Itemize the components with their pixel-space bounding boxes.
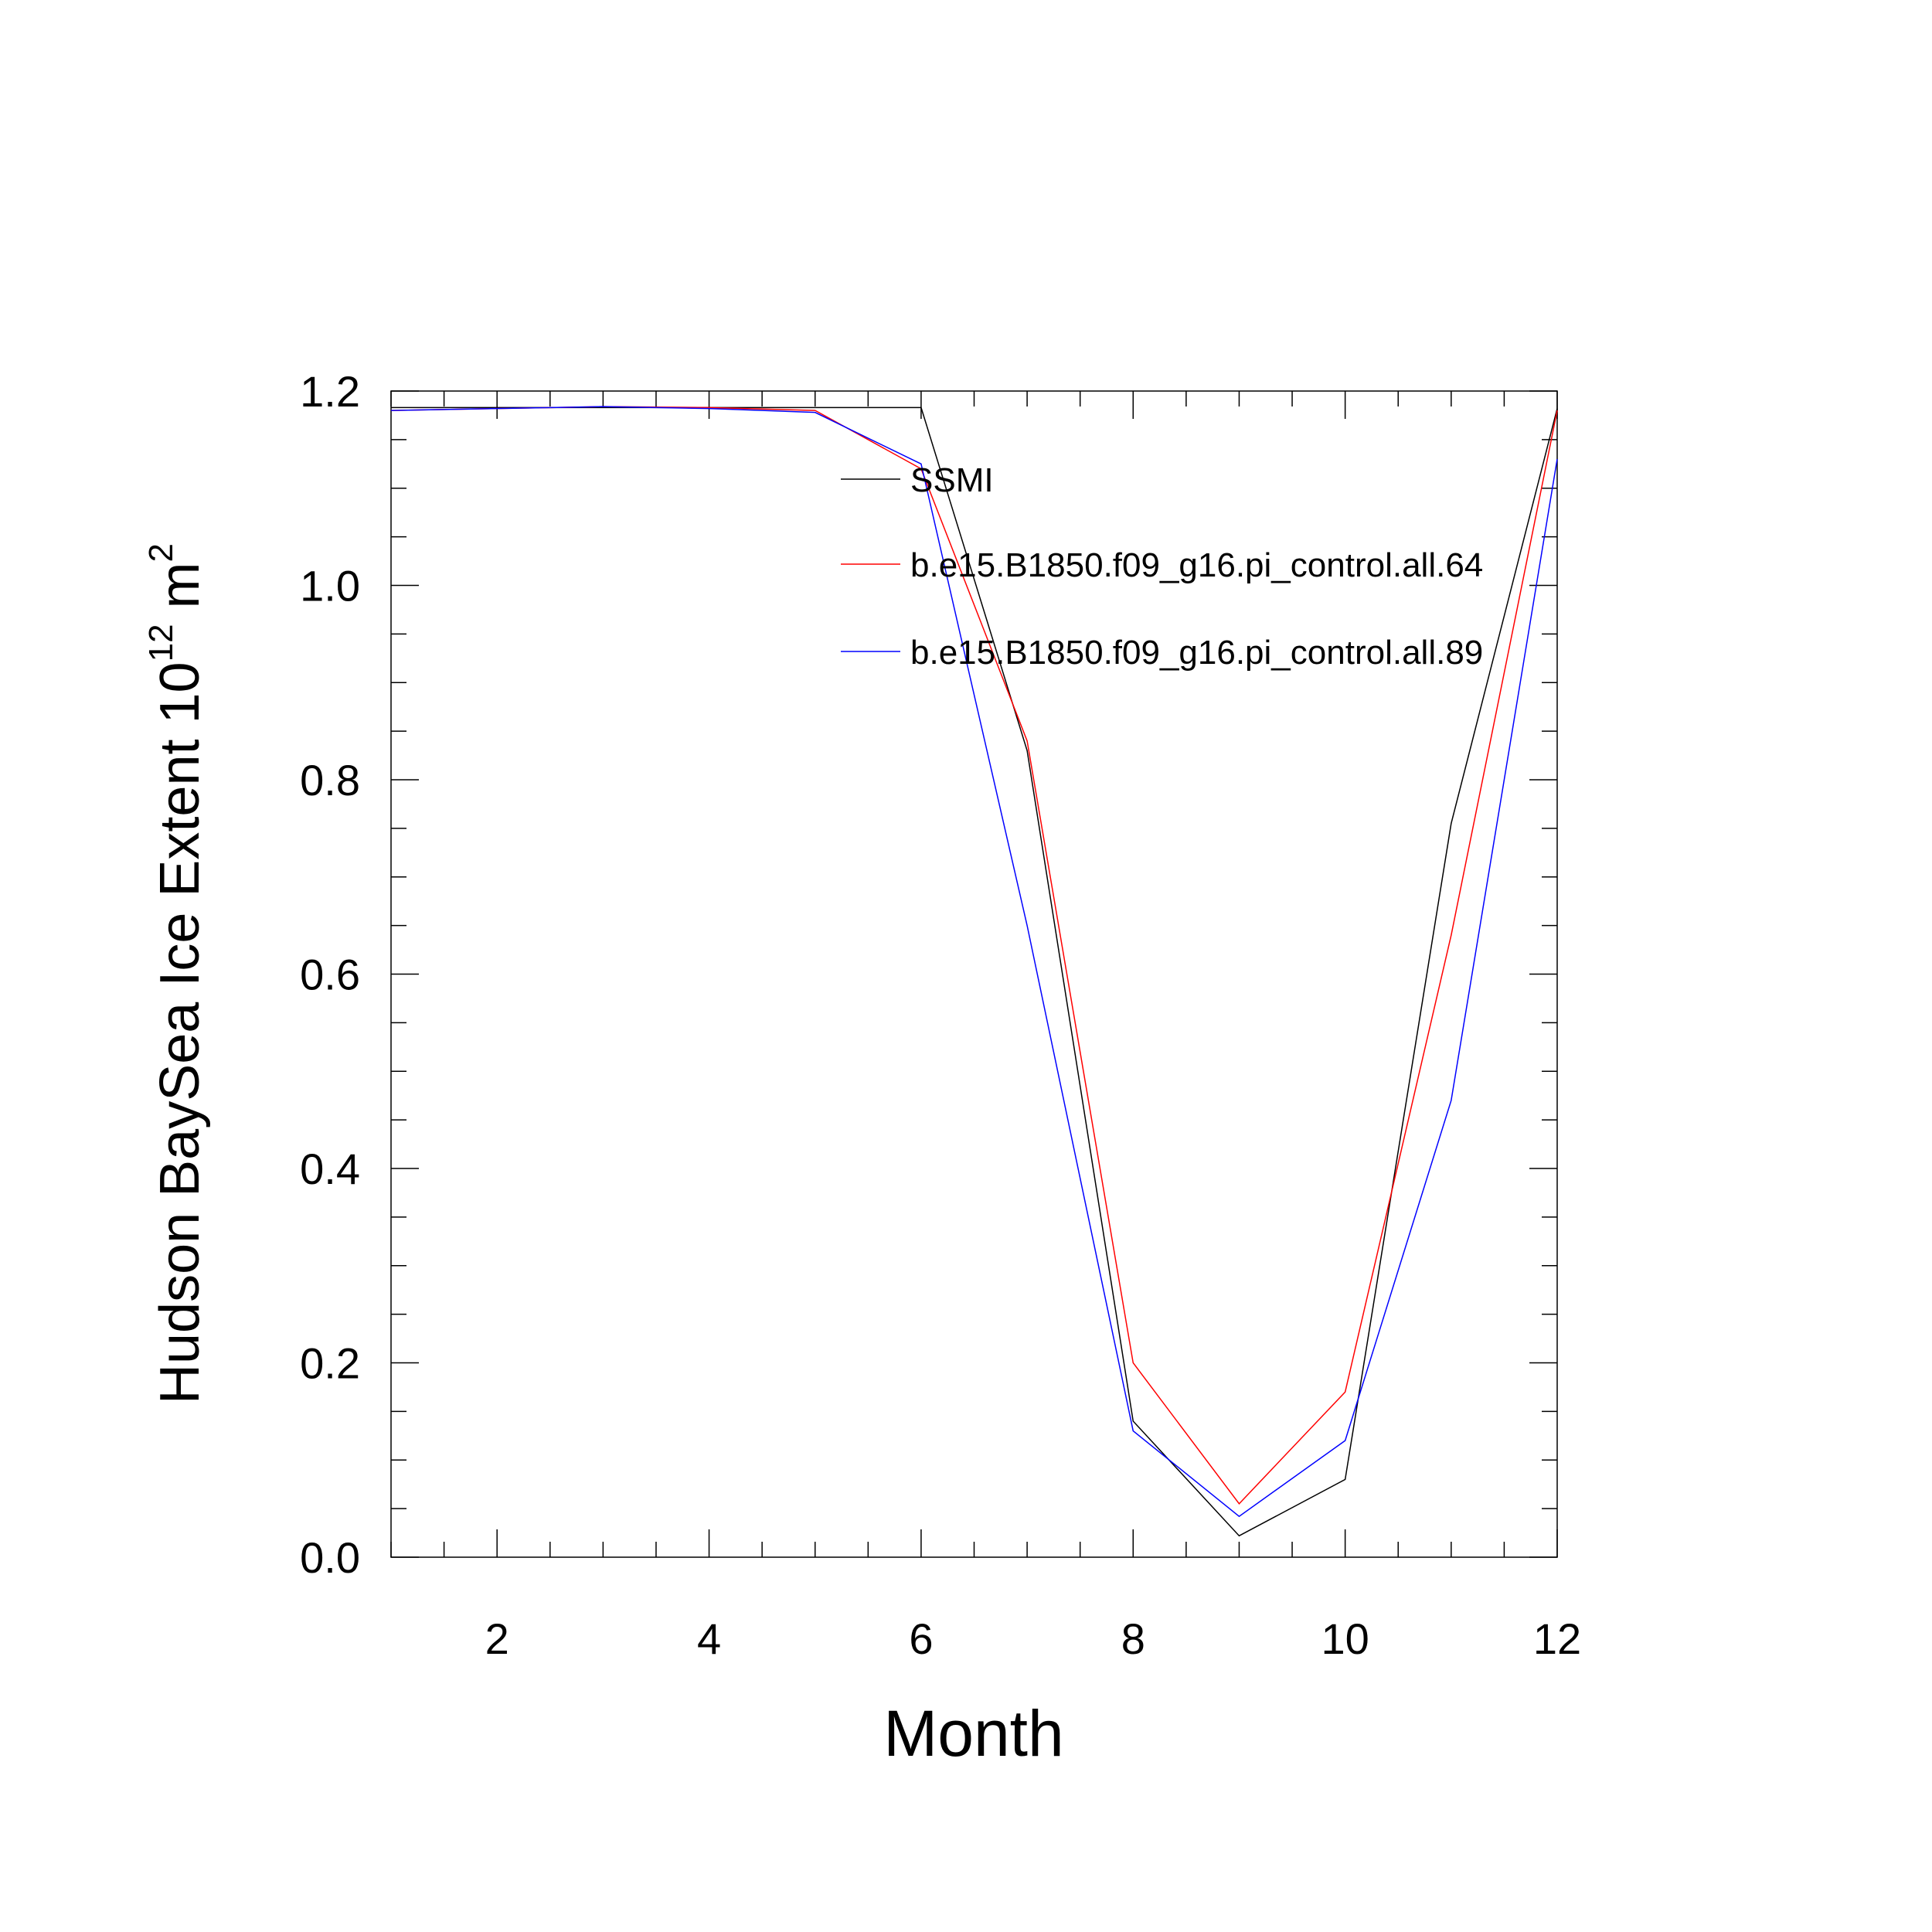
y-axis-title-group: Hudson BaySea Ice Extent 1012 m2 bbox=[142, 543, 211, 1404]
y-tick-label: 0.6 bbox=[300, 951, 360, 999]
y-tick-label: 1.2 bbox=[300, 367, 360, 416]
series-line-1 bbox=[391, 406, 1558, 1537]
y-tick-label: 0.2 bbox=[300, 1339, 360, 1388]
y-axis-title-main: Hudson BaySea Ice Extent 10 bbox=[149, 662, 211, 1404]
x-tick-label: 10 bbox=[1321, 1614, 1369, 1663]
legend-label-1: SSMI bbox=[910, 461, 994, 499]
y-tick-label: 0.4 bbox=[300, 1145, 360, 1193]
axis-ticks bbox=[390, 390, 1558, 1558]
x-tick-label: 4 bbox=[697, 1614, 721, 1663]
x-tick-label: 8 bbox=[1121, 1614, 1145, 1663]
series-lines bbox=[390, 406, 1558, 1537]
y-axis-title-unit-exponent: 2 bbox=[142, 543, 180, 562]
y-axis-title-exponent: 12 bbox=[142, 624, 180, 662]
x-tick-label: 12 bbox=[1533, 1614, 1581, 1663]
x-tick-label: 2 bbox=[485, 1614, 509, 1663]
legend: SSMI b.e15.B1850.f09_g16.pi_control.all.6… bbox=[841, 461, 1483, 672]
x-axis-title: Month bbox=[883, 1697, 1063, 1770]
y-axis-title: Hudson BaySea Ice Extent 1012 m2 bbox=[142, 543, 211, 1404]
legend-label-2: b.e15.B1850.f09_g16.pi_control.all.64 bbox=[910, 546, 1483, 584]
series-line-3 bbox=[390, 406, 1558, 1518]
tick-labels: 2 4 6 8 10 12 0.0 0.2 0.4 0.6 0.8 1.0 1.2 bbox=[300, 367, 1581, 1663]
x-tick-label: 6 bbox=[909, 1614, 933, 1663]
y-tick-label: 0.8 bbox=[300, 756, 360, 804]
y-tick-label: 1.0 bbox=[300, 562, 360, 611]
legend-label-3: b.e15.B1850.f09_g16.pi_control.all.89 bbox=[910, 634, 1483, 672]
y-tick-label: 0.0 bbox=[300, 1533, 360, 1582]
y-axis-title-unit: m bbox=[149, 562, 211, 624]
